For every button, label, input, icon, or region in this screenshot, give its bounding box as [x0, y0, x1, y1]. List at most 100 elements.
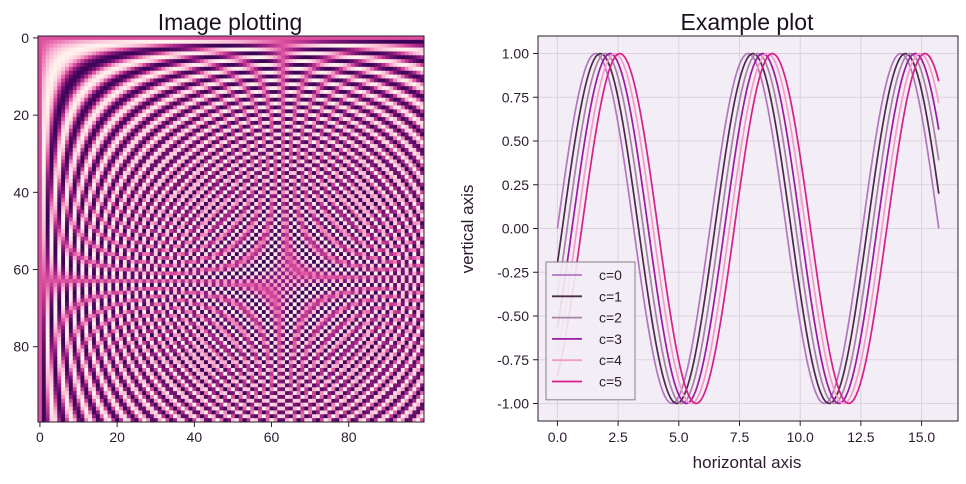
heatmap-cell	[223, 201, 228, 207]
heatmap-cell	[76, 201, 81, 207]
heatmap-cell	[99, 213, 104, 218]
heatmap-cell	[107, 36, 112, 41]
heatmap-cell	[358, 140, 363, 145]
heatmap-cell	[366, 217, 371, 222]
heatmap-cell	[389, 109, 394, 114]
heatmap-cell	[115, 86, 120, 91]
heatmap-cell	[308, 167, 313, 172]
heatmap-cell	[377, 225, 382, 230]
heatmap-cell	[358, 55, 363, 60]
heatmap-cell	[215, 51, 220, 56]
heatmap-cell	[119, 97, 124, 102]
heatmap-cell	[304, 74, 309, 79]
heatmap-cell	[153, 93, 159, 99]
heatmap-cell	[134, 124, 139, 129]
heatmap-cell	[38, 36, 43, 41]
heatmap-cell	[184, 167, 189, 172]
heatmap-cell	[254, 74, 259, 79]
heatmap-cell	[173, 105, 178, 110]
heatmap-cell	[277, 151, 282, 157]
heatmap-cell	[49, 217, 54, 222]
heatmap-cell	[211, 159, 216, 164]
heatmap-cell	[285, 209, 290, 214]
heatmap-cell	[308, 144, 313, 149]
heatmap-cell	[115, 70, 120, 75]
heatmap-cell	[165, 159, 170, 164]
heatmap-cell	[107, 213, 112, 218]
heatmap-cell	[68, 39, 74, 45]
heatmap-cell	[250, 186, 255, 191]
heatmap-cell	[261, 105, 267, 110]
heatmap-cell	[362, 86, 367, 91]
heatmap-cell	[246, 74, 251, 79]
heatmap-cell	[292, 144, 297, 149]
heatmap-cell	[215, 225, 220, 230]
heatmap-cell	[95, 43, 101, 48]
heatmap-cell	[296, 105, 301, 110]
heatmap-cell	[346, 159, 352, 164]
heatmap-cell	[99, 36, 104, 41]
heatmap-cell	[219, 144, 224, 149]
heatmap-cell	[315, 213, 321, 218]
heatmap-cell	[420, 190, 425, 195]
heatmap-cell	[265, 105, 270, 110]
heatmap-cell	[331, 163, 336, 168]
heatmap-cell	[153, 66, 159, 72]
heatmap-cell	[192, 86, 197, 91]
heatmap-cell	[242, 186, 247, 191]
heatmap-cell	[296, 124, 301, 129]
heatmap-cell	[188, 182, 193, 187]
heatmap-cell	[358, 159, 363, 164]
heatmap-cell	[312, 147, 317, 153]
heatmap-cell	[389, 59, 394, 64]
heatmap-cell	[165, 171, 170, 176]
heatmap-cell	[277, 59, 282, 64]
heatmap-cell	[219, 39, 224, 45]
heatmap-cell	[107, 59, 112, 64]
heatmap-cell	[173, 39, 178, 45]
heatmap-cell	[354, 201, 359, 207]
heatmap-cell	[231, 86, 236, 91]
heatmap-cell	[203, 182, 209, 187]
heatmap-cell	[342, 132, 348, 137]
heatmap-cell	[366, 59, 371, 64]
heatmap-cell	[331, 93, 336, 99]
heatmap-cell	[57, 113, 62, 118]
heatmap-cell	[242, 39, 247, 45]
heatmap-cell	[68, 59, 74, 64]
heatmap-cell	[111, 167, 116, 172]
heatmap-cell	[134, 132, 139, 137]
heatmap-cell	[231, 90, 236, 95]
heatmap-cell	[250, 55, 255, 60]
heatmap-cell	[250, 163, 255, 168]
heatmap-cell	[261, 190, 267, 195]
heatmap-cell	[72, 128, 77, 133]
heatmap-cell	[142, 59, 147, 64]
heatmap-cell	[296, 213, 301, 218]
heatmap-cell	[346, 225, 352, 230]
heatmap-cell	[281, 78, 286, 83]
heatmap-cell	[184, 213, 189, 218]
heatmap-cell	[242, 59, 247, 64]
heatmap-cell	[288, 86, 294, 91]
heatmap-cell	[68, 109, 74, 114]
heatmap-cell	[111, 93, 116, 99]
heatmap-cell	[49, 221, 54, 226]
heatmap-cell	[300, 63, 305, 68]
heatmap-cell	[192, 194, 197, 199]
heatmap-cell	[416, 90, 421, 95]
heatmap-cell	[95, 47, 101, 52]
heatmap-cell	[319, 90, 324, 95]
heatmap-cell	[122, 147, 128, 153]
heatmap-cell	[296, 198, 301, 203]
heatmap-cell	[92, 174, 97, 180]
heatmap-cell	[38, 105, 43, 110]
heatmap-cell	[288, 90, 294, 95]
heatmap-cell	[327, 93, 332, 99]
heatmap-cell	[111, 43, 116, 48]
heatmap-cell	[130, 120, 135, 126]
heatmap-cell	[396, 120, 402, 126]
heatmap-cell	[242, 51, 247, 56]
heatmap-cell	[68, 159, 74, 164]
heatmap-cell	[246, 174, 251, 180]
